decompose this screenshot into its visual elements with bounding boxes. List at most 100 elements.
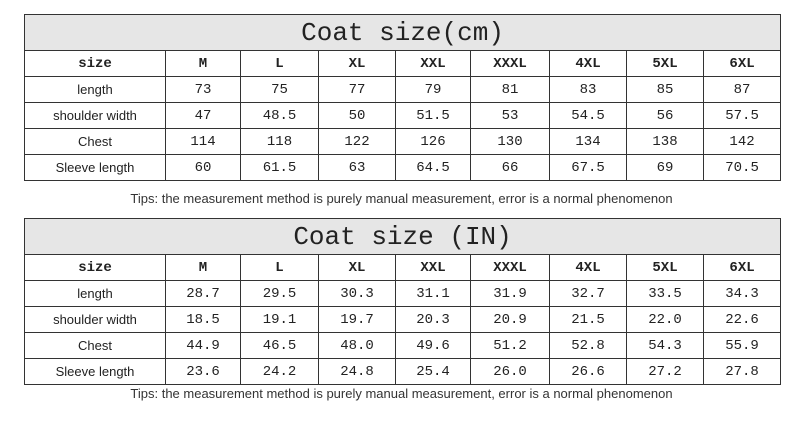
header-cell: XXXL: [470, 50, 550, 77]
cell: 48.0: [318, 332, 396, 359]
header-cell: 4XL: [549, 50, 627, 77]
cell: 77: [318, 76, 396, 103]
cell: 24.2: [240, 358, 319, 385]
data-row: length 28.7 29.5 30.3 31.1 31.9 32.7 33.5 34.3: [24, 280, 782, 307]
data-row: shoulder width 47 48.5 50 51.5 53 54.5 56 57.5: [24, 102, 782, 129]
cell: 51.5: [395, 102, 471, 129]
row-label: Chest: [24, 332, 166, 359]
header-cell: XL: [318, 50, 396, 77]
cell: 52.8: [549, 332, 627, 359]
cell: 30.3: [318, 280, 396, 307]
cell: 83: [549, 76, 627, 103]
cell: 22.6: [702, 306, 782, 333]
header-cell: M: [165, 254, 241, 281]
cell: 79: [395, 76, 471, 103]
cell: 60: [165, 154, 241, 181]
header-cell: XL: [318, 254, 396, 281]
header-row: size M L XL XXL XXXL 4XL 5XL 6XL: [24, 254, 782, 281]
cell: 134: [549, 128, 627, 155]
cell: 49.6: [395, 332, 471, 359]
cell: 70.5: [702, 154, 782, 181]
cell: 33.5: [626, 280, 704, 307]
header-cell: 6XL: [702, 254, 782, 281]
cell: 20.9: [470, 306, 550, 333]
data-row: length 73 75 77 79 81 83 85 87: [24, 76, 782, 103]
cell: 114: [165, 128, 241, 155]
cell: 87: [702, 76, 782, 103]
data-row: Chest 44.9 46.5 48.0 49.6 51.2 52.8 54.3 55.9: [24, 332, 782, 359]
header-cell: L: [240, 254, 319, 281]
cell: 25.4: [395, 358, 471, 385]
cell: 27.2: [626, 358, 704, 385]
data-row: Sleeve length 60 61.5 63 64.5 66 67.5 69 70.5: [24, 154, 782, 181]
size-table-in: Coat size (IN) size M L XL XXL XXXL 4XL 5XL 6XL le…: [23, 218, 782, 385]
table: Coat size (IN) size M L XL XXL XXXL 4XL 5XL 6XL le…: [23, 218, 782, 385]
cell: 118: [240, 128, 319, 155]
header-cell: 5XL: [626, 50, 704, 77]
cell: 69: [626, 154, 704, 181]
cell: 122: [318, 128, 396, 155]
table-title: Coat size (IN): [23, 218, 782, 255]
cell: 31.9: [470, 280, 550, 307]
cell: 47: [165, 102, 241, 129]
cell: 31.1: [395, 280, 471, 307]
data-row: shoulder width 18.5 19.1 19.7 20.3 20.9 21.5 22…: [24, 306, 782, 333]
cell: 63: [318, 154, 396, 181]
cell: 55.9: [702, 332, 782, 359]
row-label: length: [24, 76, 166, 103]
cell: 28.7: [165, 280, 241, 307]
header-cell: L: [240, 50, 319, 77]
header-cell: 6XL: [702, 50, 782, 77]
cell: 44.9: [165, 332, 241, 359]
header-cell: 5XL: [626, 254, 704, 281]
cell: 138: [626, 128, 704, 155]
cell: 61.5: [240, 154, 319, 181]
cell: 18.5: [165, 306, 241, 333]
tips: Tips: the measurement method is purely m…: [130, 191, 673, 206]
cell: 54.3: [626, 332, 704, 359]
cell: 27.8: [702, 358, 782, 385]
cell: 130: [470, 128, 550, 155]
cell: 22.0: [626, 306, 704, 333]
cell: 20.3: [395, 306, 471, 333]
row-label: length: [24, 280, 166, 307]
cell: 53: [470, 102, 550, 129]
cell: 67.5: [549, 154, 627, 181]
cell: 51.2: [470, 332, 550, 359]
cell: 85: [626, 76, 704, 103]
cell: 24.8: [318, 358, 396, 385]
cell: 48.5: [240, 102, 319, 129]
cell: 50: [318, 102, 396, 129]
cell: 81: [470, 76, 550, 103]
row-label: Sleeve length: [24, 358, 166, 385]
cell: 75: [240, 76, 319, 103]
cell: 57.5: [702, 102, 782, 129]
row-label: Sleeve length: [24, 154, 166, 181]
cell: 19.7: [318, 306, 396, 333]
header-cell: XXXL: [470, 254, 550, 281]
cell: 142: [702, 128, 782, 155]
row-label: shoulder width: [24, 102, 166, 129]
header-cell: size: [24, 50, 166, 77]
cell: 23.6: [165, 358, 241, 385]
cell: 73: [165, 76, 241, 103]
cell: 21.5: [549, 306, 627, 333]
header-cell: M: [165, 50, 241, 77]
data-row: Chest 114 118 122 126 130 134 138 142: [24, 128, 782, 155]
row-label: Chest: [24, 128, 166, 155]
header-cell: XXL: [395, 254, 471, 281]
cell: 26.0: [470, 358, 550, 385]
title-row: Coat size (IN): [23, 218, 782, 255]
size-table-cm: Coat size(cm) size M L XL XXL XXXL 4XL 5XL 6XL len…: [23, 14, 782, 181]
cell: 34.3: [702, 280, 782, 307]
cell: 64.5: [395, 154, 471, 181]
cell: 66: [470, 154, 550, 181]
cell: 19.1: [240, 306, 319, 333]
tips: Tips: the measurement method is purely m…: [130, 386, 673, 401]
cell: 29.5: [240, 280, 319, 307]
data-row: Sleeve length 23.6 24.2 24.8 25.4 26.0 26.6 27.…: [24, 358, 782, 385]
title-row: Coat size(cm): [23, 14, 782, 51]
table: Coat size(cm) size M L XL XXL XXXL 4XL 5XL 6XL len…: [23, 14, 782, 181]
cell: 56: [626, 102, 704, 129]
